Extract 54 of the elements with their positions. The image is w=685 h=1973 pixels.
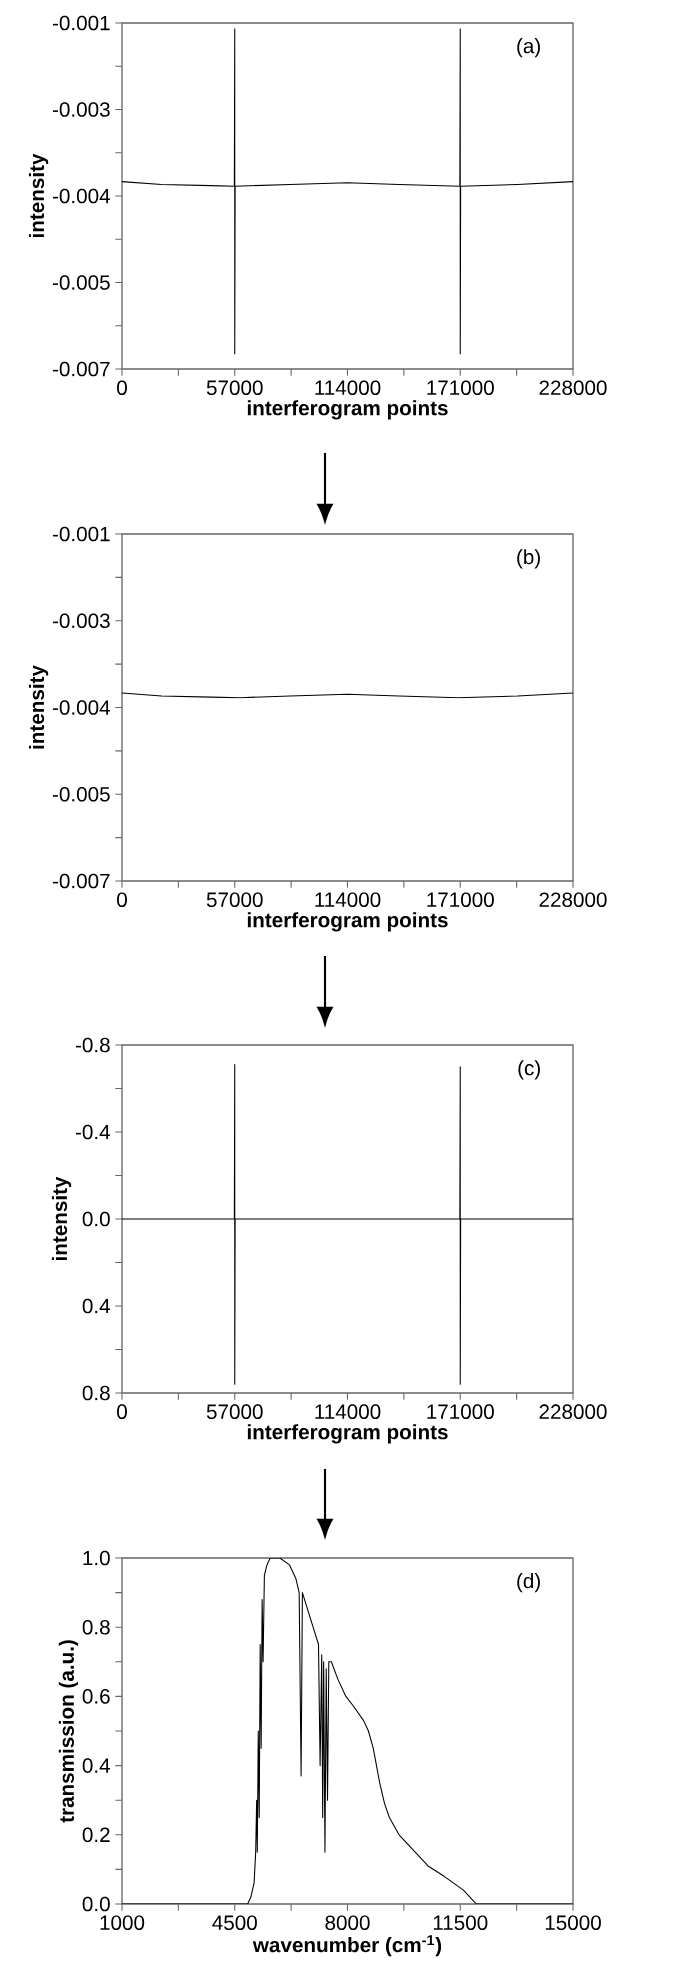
y-tick-label: -0.005 bbox=[52, 786, 110, 802]
x-tick-label: 114000 bbox=[315, 892, 381, 908]
x-tick-label: 1000 bbox=[100, 1915, 145, 1931]
x-tick-label: 4500 bbox=[212, 1915, 257, 1931]
y-tick-label: -0.007 bbox=[52, 361, 110, 377]
y-axis-title: transmission (a.u.) bbox=[58, 1640, 79, 1823]
x-axis-title: interferogram points bbox=[247, 1424, 448, 1444]
x-tick-label: 15000 bbox=[545, 1915, 601, 1931]
x-tick-label: 228000 bbox=[539, 892, 607, 908]
y-tick-label: 0.8 bbox=[82, 1619, 110, 1635]
y-tick-label: 0.6 bbox=[82, 1689, 110, 1704]
x-tick-label: 57000 bbox=[206, 1404, 263, 1420]
y-tick-label: -0.003 bbox=[52, 613, 110, 629]
x-tick-label: 0 bbox=[117, 1404, 127, 1420]
annotation: (a) bbox=[517, 38, 540, 58]
x-tick-label: 171000 bbox=[427, 892, 494, 908]
y-tick-label: 0.8 bbox=[82, 1385, 110, 1401]
y-tick-label: -0.4 bbox=[75, 1124, 111, 1140]
x-tick-label: 114000 bbox=[315, 380, 381, 396]
y-tick-label: -0.004 bbox=[52, 188, 111, 204]
y-tick-label: 0.2 bbox=[82, 1827, 110, 1843]
y-tick-label: -0.007 bbox=[52, 873, 110, 889]
line-series bbox=[121, 28, 573, 355]
y-axis-title: intensity bbox=[28, 153, 49, 238]
y-tick-label: 1.0 bbox=[83, 1550, 110, 1566]
x-tick-label: 11500 bbox=[433, 1915, 488, 1931]
x-tick-label: 171000 bbox=[427, 1404, 494, 1420]
y-tick-label: -0.8 bbox=[75, 1037, 110, 1053]
x-axis-title: interferogram points bbox=[247, 912, 448, 932]
x-tick-label: 228000 bbox=[539, 380, 607, 396]
y-axis-title: intensity bbox=[51, 1176, 72, 1261]
y-tick-label: 0.0 bbox=[82, 1896, 110, 1912]
x-tick-label: 8000 bbox=[325, 1915, 370, 1931]
x-axis-title: interferogram points bbox=[247, 400, 448, 420]
annotation: (b) bbox=[517, 549, 540, 569]
x-tick-label: 0 bbox=[117, 892, 127, 908]
y-tick-label: -0.001 bbox=[52, 526, 110, 542]
y-tick-label: 0.4 bbox=[82, 1758, 111, 1773]
x-tick-label: 57000 bbox=[206, 380, 263, 396]
y-tick-label: -0.001 bbox=[52, 15, 110, 31]
x-tick-label: 57000 bbox=[206, 892, 263, 908]
x-axis-title: wavenumber (cm$^{-1}$) bbox=[252, 1935, 442, 1957]
y-tick-label: 0.0 bbox=[82, 1211, 110, 1227]
y-tick-label: -0.003 bbox=[52, 102, 110, 117]
annotation: (c) bbox=[518, 1060, 540, 1080]
y-axis-title: intensity bbox=[28, 665, 49, 749]
y-tick-label: -0.004 bbox=[52, 700, 111, 715]
x-tick-label: 228000 bbox=[539, 1404, 607, 1420]
y-tick-label: -0.005 bbox=[52, 275, 110, 290]
x-tick-label: 114000 bbox=[315, 1404, 381, 1420]
x-tick-label: 0 bbox=[117, 380, 127, 396]
x-tick-label: 171000 bbox=[427, 380, 494, 396]
y-tick-label: 0.4 bbox=[82, 1298, 111, 1314]
annotation: (d) bbox=[517, 1573, 540, 1593]
